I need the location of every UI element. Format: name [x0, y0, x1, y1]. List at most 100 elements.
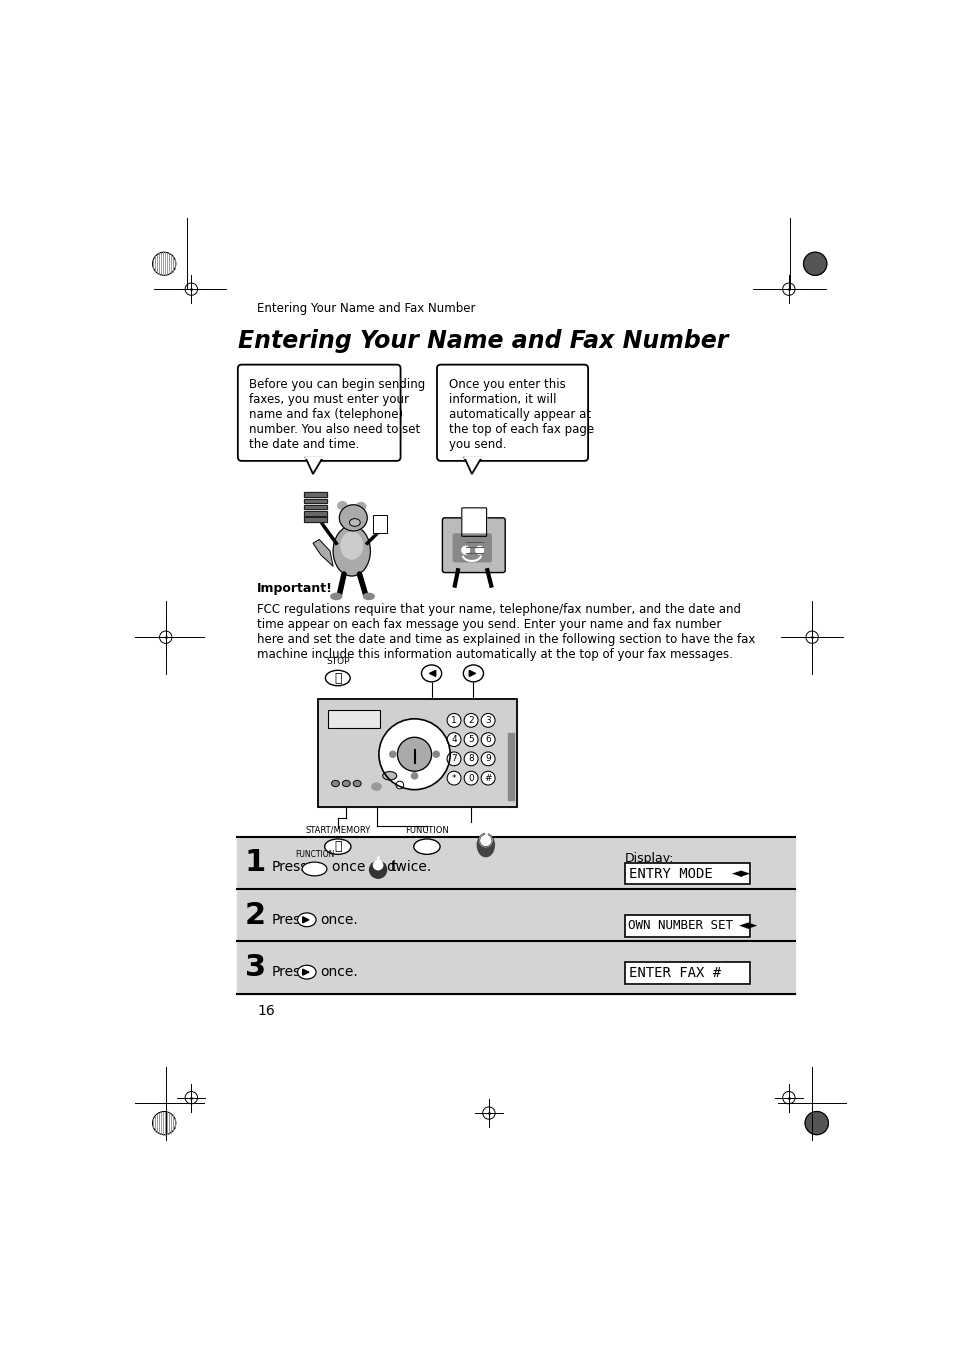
- Text: once.: once.: [319, 965, 357, 979]
- Text: 7: 7: [451, 754, 456, 763]
- Circle shape: [464, 732, 477, 747]
- Text: Important!: Important!: [257, 582, 333, 594]
- Polygon shape: [305, 457, 323, 474]
- Ellipse shape: [372, 784, 381, 790]
- Bar: [303, 493, 327, 497]
- Bar: [624, 962, 749, 984]
- Ellipse shape: [297, 965, 315, 979]
- Circle shape: [802, 253, 826, 276]
- Ellipse shape: [337, 501, 347, 509]
- Text: 16: 16: [257, 1004, 274, 1019]
- Circle shape: [447, 713, 460, 727]
- Text: FCC regulations require that your name, telephone/fax number, and the date and
t: FCC regulations require that your name, …: [257, 603, 755, 661]
- Ellipse shape: [369, 862, 386, 878]
- Text: ENTRY MODE: ENTRY MODE: [629, 866, 712, 881]
- FancyBboxPatch shape: [461, 508, 486, 536]
- Circle shape: [480, 713, 495, 727]
- Ellipse shape: [356, 503, 365, 511]
- Text: 1: 1: [451, 716, 456, 725]
- Polygon shape: [464, 457, 481, 474]
- Ellipse shape: [339, 505, 367, 531]
- Ellipse shape: [463, 665, 483, 682]
- Circle shape: [476, 546, 483, 554]
- Text: ◄►: ◄►: [731, 867, 750, 880]
- Circle shape: [480, 732, 495, 747]
- Circle shape: [461, 546, 469, 554]
- Circle shape: [447, 771, 460, 785]
- Bar: [328, 709, 380, 728]
- Text: FUNCTION: FUNCTION: [405, 825, 448, 835]
- Polygon shape: [313, 539, 333, 566]
- Bar: [303, 511, 327, 516]
- Text: Press: Press: [272, 861, 308, 874]
- Text: ENTER FAX #: ENTER FAX #: [629, 966, 720, 979]
- Ellipse shape: [324, 839, 351, 854]
- Circle shape: [464, 713, 477, 727]
- FancyBboxPatch shape: [237, 365, 400, 461]
- Text: Once you enter this
information, it will
automatically appear at
the top of each: Once you enter this information, it will…: [448, 378, 593, 451]
- Text: 5: 5: [468, 735, 474, 744]
- Text: ⏻: ⏻: [334, 671, 341, 685]
- Bar: [328, 709, 380, 728]
- Ellipse shape: [342, 781, 350, 786]
- Circle shape: [479, 835, 492, 847]
- Text: FUNCTION: FUNCTION: [294, 850, 334, 859]
- Text: once.: once.: [319, 913, 357, 927]
- Text: Entering Your Name and Fax Number: Entering Your Name and Fax Number: [237, 330, 727, 354]
- Bar: [303, 505, 327, 509]
- Bar: [624, 863, 749, 885]
- Ellipse shape: [332, 781, 339, 786]
- Circle shape: [433, 751, 439, 758]
- Circle shape: [447, 753, 460, 766]
- Ellipse shape: [414, 839, 439, 854]
- Text: Press: Press: [272, 965, 308, 979]
- Circle shape: [464, 771, 477, 785]
- Text: Before you can begin sending
faxes, you must enter your
name and fax (telephone): Before you can begin sending faxes, you …: [249, 378, 425, 451]
- Bar: [624, 863, 749, 885]
- Ellipse shape: [349, 519, 360, 527]
- Text: 9: 9: [485, 754, 491, 763]
- Text: 6: 6: [485, 735, 491, 744]
- Bar: [303, 517, 327, 521]
- Text: 3: 3: [245, 952, 266, 982]
- Bar: [624, 915, 749, 936]
- Text: 8: 8: [468, 754, 474, 763]
- Bar: [303, 505, 327, 509]
- Text: twice.: twice.: [390, 861, 432, 874]
- Bar: [624, 915, 749, 936]
- Text: 2: 2: [245, 901, 266, 929]
- Text: ⏻: ⏻: [334, 840, 341, 852]
- Circle shape: [395, 781, 403, 789]
- Ellipse shape: [353, 781, 360, 786]
- Ellipse shape: [325, 670, 350, 686]
- Circle shape: [464, 753, 477, 766]
- Ellipse shape: [302, 862, 327, 875]
- Text: 3: 3: [485, 716, 491, 725]
- Circle shape: [411, 773, 417, 780]
- Text: Display:: Display:: [624, 852, 674, 865]
- Text: STOP: STOP: [326, 657, 349, 666]
- FancyBboxPatch shape: [442, 517, 505, 573]
- Bar: [303, 493, 327, 497]
- Ellipse shape: [363, 593, 374, 600]
- Bar: [318, 698, 517, 807]
- Bar: [373, 515, 387, 534]
- Circle shape: [480, 771, 495, 785]
- Bar: [318, 698, 517, 807]
- Text: Entering Your Name and Fax Number: Entering Your Name and Fax Number: [257, 303, 476, 315]
- Text: 1: 1: [245, 848, 266, 877]
- Text: 2: 2: [468, 716, 474, 725]
- Bar: [303, 499, 327, 503]
- Circle shape: [397, 738, 431, 771]
- Circle shape: [390, 751, 395, 758]
- Text: ◄►: ◄►: [738, 920, 757, 932]
- Bar: [321, 703, 513, 804]
- Text: 0: 0: [468, 774, 474, 782]
- Ellipse shape: [297, 913, 315, 927]
- Bar: [303, 517, 327, 521]
- Text: START/MEMORY: START/MEMORY: [305, 825, 370, 835]
- Ellipse shape: [340, 532, 362, 559]
- FancyBboxPatch shape: [436, 365, 587, 461]
- Ellipse shape: [382, 771, 396, 780]
- Ellipse shape: [476, 834, 494, 857]
